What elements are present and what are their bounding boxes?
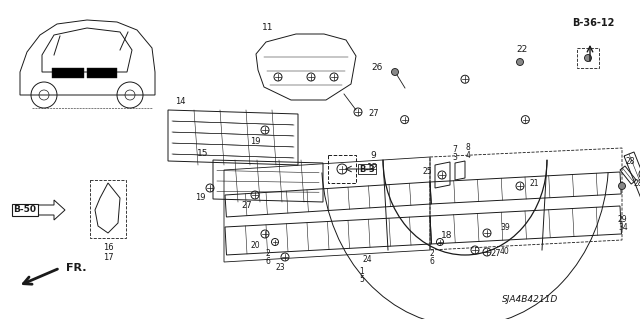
Text: 15: 15: [197, 150, 209, 159]
Text: 28: 28: [634, 179, 640, 188]
Text: 3: 3: [452, 152, 458, 161]
Text: B-3: B-3: [359, 165, 375, 174]
Circle shape: [516, 58, 524, 65]
Text: B-36-12: B-36-12: [572, 18, 614, 28]
Text: 6: 6: [429, 256, 435, 265]
Text: B-50: B-50: [13, 205, 36, 214]
Text: FR.: FR.: [66, 263, 86, 273]
Text: 23: 23: [275, 263, 285, 272]
Bar: [52, 68, 84, 78]
Text: 12: 12: [367, 164, 379, 173]
Text: 9: 9: [370, 151, 376, 160]
Text: 40: 40: [500, 248, 509, 256]
Text: 18: 18: [441, 231, 452, 240]
Circle shape: [618, 182, 625, 189]
Text: 27: 27: [242, 201, 252, 210]
Text: 22: 22: [516, 46, 527, 55]
Text: 25: 25: [422, 167, 432, 176]
Text: 19: 19: [195, 194, 205, 203]
Text: 2: 2: [429, 249, 435, 257]
Text: 14: 14: [175, 98, 185, 107]
Text: 39: 39: [500, 224, 509, 233]
Text: 1: 1: [360, 268, 364, 277]
Bar: [87, 68, 117, 78]
Text: 29: 29: [618, 216, 628, 225]
Text: 24: 24: [362, 256, 372, 264]
Text: 27: 27: [368, 109, 379, 118]
Text: 34: 34: [618, 224, 628, 233]
Text: 20: 20: [250, 241, 260, 250]
Text: 5: 5: [360, 276, 364, 285]
Text: 16: 16: [102, 243, 113, 253]
Text: 21: 21: [530, 179, 540, 188]
Text: 7: 7: [452, 145, 458, 154]
Text: 19: 19: [250, 137, 260, 146]
Text: 8: 8: [466, 144, 470, 152]
Text: 4: 4: [465, 151, 470, 160]
Text: 2: 2: [266, 249, 270, 257]
Text: 28: 28: [625, 158, 635, 167]
Text: 6: 6: [266, 256, 271, 265]
Text: SJA4B4211D: SJA4B4211D: [502, 295, 558, 305]
Circle shape: [584, 55, 591, 62]
Circle shape: [392, 69, 399, 76]
Text: 11: 11: [262, 24, 274, 33]
Text: 26: 26: [371, 63, 383, 72]
Text: 17: 17: [102, 254, 113, 263]
Text: 27: 27: [490, 249, 500, 257]
